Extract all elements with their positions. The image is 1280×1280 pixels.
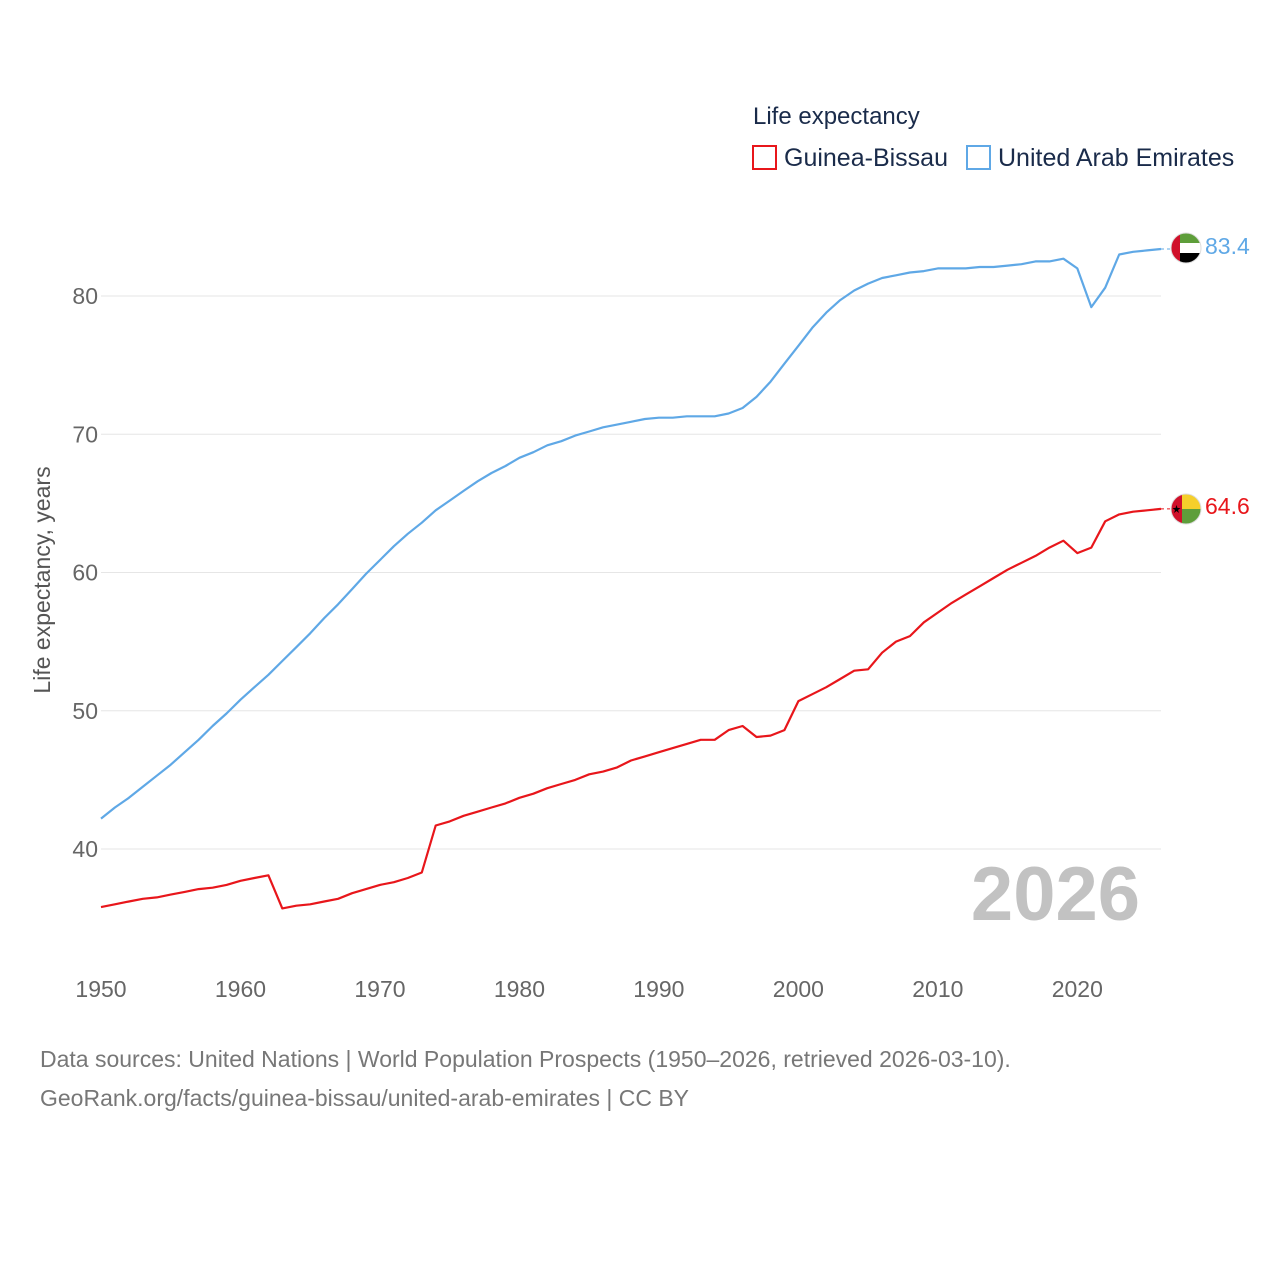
source-line-1: Data sources: United Nations | World Pop…	[40, 1046, 1011, 1072]
x-tick-label-2000: 2000	[773, 976, 824, 1002]
y-tick-label-40: 40	[72, 836, 98, 862]
series-line-united-arab-emirates[interactable]	[100, 247, 1162, 820]
x-tick-label-1990: 1990	[633, 976, 684, 1002]
x-tick-label-1960: 1960	[215, 976, 266, 1002]
legend-label-uae[interactable]: United Arab Emirates	[998, 144, 1234, 172]
legend-swatch-guinea-bissau[interactable]	[752, 145, 777, 170]
guinea-bissau-flag-icon	[1171, 494, 1201, 524]
x-tick-label-1970: 1970	[354, 976, 405, 1002]
data-source-note: Data sources: United Nations | World Pop…	[40, 1040, 1260, 1118]
series-line-guinea-bissau[interactable]	[100, 507, 1162, 910]
uae-flag-icon	[1171, 233, 1201, 263]
x-tick-label-2020: 2020	[1052, 976, 1103, 1002]
guinea-bissau-end-label: 64.6	[1205, 493, 1250, 519]
y-axis-ticks: 40 50 60 70 80	[72, 283, 98, 862]
legend[interactable]: Life expectancy Guinea-Bissau United Ara…	[752, 103, 1234, 172]
legend-label-guinea-bissau[interactable]: Guinea-Bissau	[784, 144, 948, 172]
y-tick-label-70: 70	[72, 421, 98, 447]
uae-end-label: 83.4	[1205, 233, 1250, 259]
series-lines	[100, 247, 1171, 910]
y-tick-label-80: 80	[72, 283, 98, 309]
y-tick-label-50: 50	[72, 698, 98, 724]
legend-swatch-uae[interactable]	[966, 145, 991, 170]
y-axis-title: Life expectancy, years	[29, 466, 55, 693]
x-tick-label-1980: 1980	[494, 976, 545, 1002]
x-axis-ticks: 1950 1960 1970 1980 1990 2000 2010 2020	[75, 976, 1102, 1002]
source-line-2[interactable]: GeoRank.org/facts/guinea-bissau/united-a…	[40, 1085, 690, 1111]
year-watermark: 2026	[971, 852, 1140, 937]
x-tick-label-1950: 1950	[75, 976, 126, 1002]
y-tick-label-60: 60	[72, 560, 98, 586]
x-tick-label-2010: 2010	[912, 976, 963, 1002]
legend-title: Life expectancy	[753, 103, 920, 130]
grid-lines	[101, 295, 1161, 850]
